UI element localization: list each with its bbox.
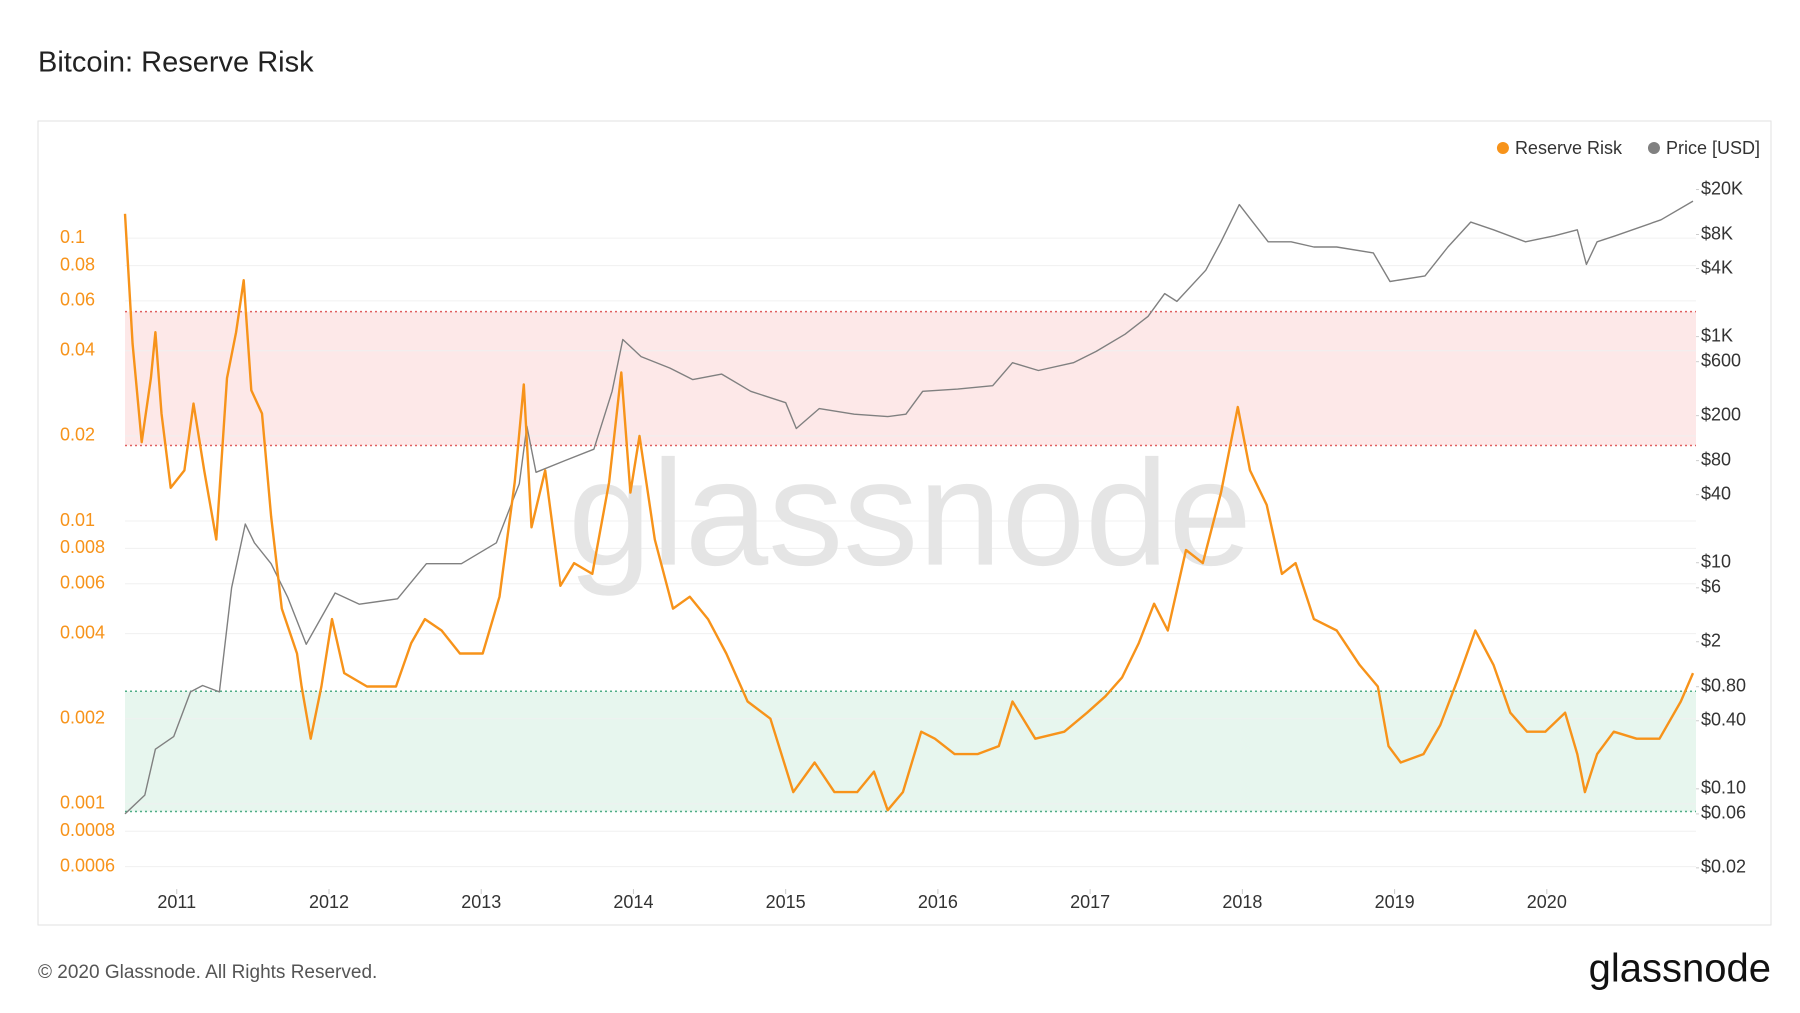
y-tick-label: 0.004 — [60, 622, 105, 642]
legend-label: Reserve Risk — [1515, 138, 1623, 158]
y-tick-label: 0.006 — [60, 573, 105, 593]
y-tick-label: 0.002 — [60, 707, 105, 727]
x-tick-label: 2018 — [1222, 892, 1262, 912]
y2-tick-label: $200 — [1701, 404, 1741, 424]
y2-tick-label: $0.02 — [1701, 857, 1746, 877]
x-tick-label: 2011 — [157, 892, 196, 912]
y2-tick-label: $600 — [1701, 350, 1741, 370]
y2-tick-label: $0.40 — [1701, 710, 1746, 730]
chart-title: Bitcoin: Reserve Risk — [38, 47, 314, 79]
zone — [125, 691, 1696, 812]
y-tick-label: 0.04 — [60, 339, 95, 359]
x-tick-label: 2012 — [309, 892, 349, 912]
x-tick-label: 2020 — [1527, 892, 1567, 912]
y-tick-label: 0.1 — [60, 227, 85, 247]
y2-tick-label: $1K — [1701, 325, 1733, 345]
y2-tick-label: $0.80 — [1701, 675, 1746, 695]
y2-tick-label: $10 — [1701, 551, 1731, 571]
x-tick-label: 2017 — [1070, 892, 1110, 912]
y-tick-label: 0.0008 — [60, 820, 115, 840]
y2-tick-label: $40 — [1701, 483, 1731, 503]
y-tick-label: 0.06 — [60, 290, 95, 310]
legend-label: Price [USD] — [1666, 138, 1760, 158]
y2-tick-label: $20K — [1701, 178, 1743, 198]
watermark: glassnode — [568, 429, 1252, 597]
y2-tick-label: $80 — [1701, 449, 1731, 469]
legend-swatch — [1647, 142, 1660, 154]
series-line — [123, 213, 1695, 812]
y-tick-label: 0.08 — [60, 254, 95, 274]
x-tick-label: 2019 — [1375, 892, 1415, 912]
y-tick-label: 0.001 — [60, 793, 105, 813]
series-line — [124, 200, 1694, 815]
x-tick-label: 2015 — [766, 892, 806, 912]
y2-tick-label: $8K — [1701, 223, 1733, 243]
y2-tick-label: $4K — [1701, 257, 1733, 277]
y-tick-label: 0.01 — [60, 510, 95, 530]
x-tick-label: 2014 — [613, 892, 653, 912]
legend-swatch — [1496, 142, 1509, 154]
y2-tick-label: $2 — [1701, 630, 1721, 650]
y2-tick-label: $6 — [1701, 577, 1721, 597]
y2-tick-label: $0.10 — [1701, 778, 1746, 798]
x-tick-label: 2013 — [461, 892, 501, 912]
y-tick-label: 0.008 — [60, 537, 105, 557]
y-tick-label: 0.02 — [60, 425, 95, 445]
logo: glassnode — [1589, 947, 1771, 991]
y-tick-label: 0.0006 — [60, 855, 115, 875]
y2-tick-label: $0.06 — [1701, 803, 1746, 823]
zone — [125, 311, 1696, 446]
footer: © 2020 Glassnode. All Rights Reserved. — [38, 962, 377, 983]
x-tick-label: 2016 — [918, 892, 958, 912]
